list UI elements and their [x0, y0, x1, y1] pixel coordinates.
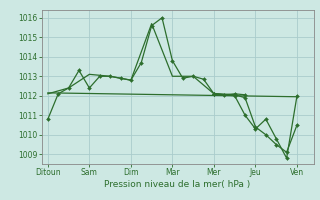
X-axis label: Pression niveau de la mer( hPa ): Pression niveau de la mer( hPa ) — [104, 180, 251, 189]
